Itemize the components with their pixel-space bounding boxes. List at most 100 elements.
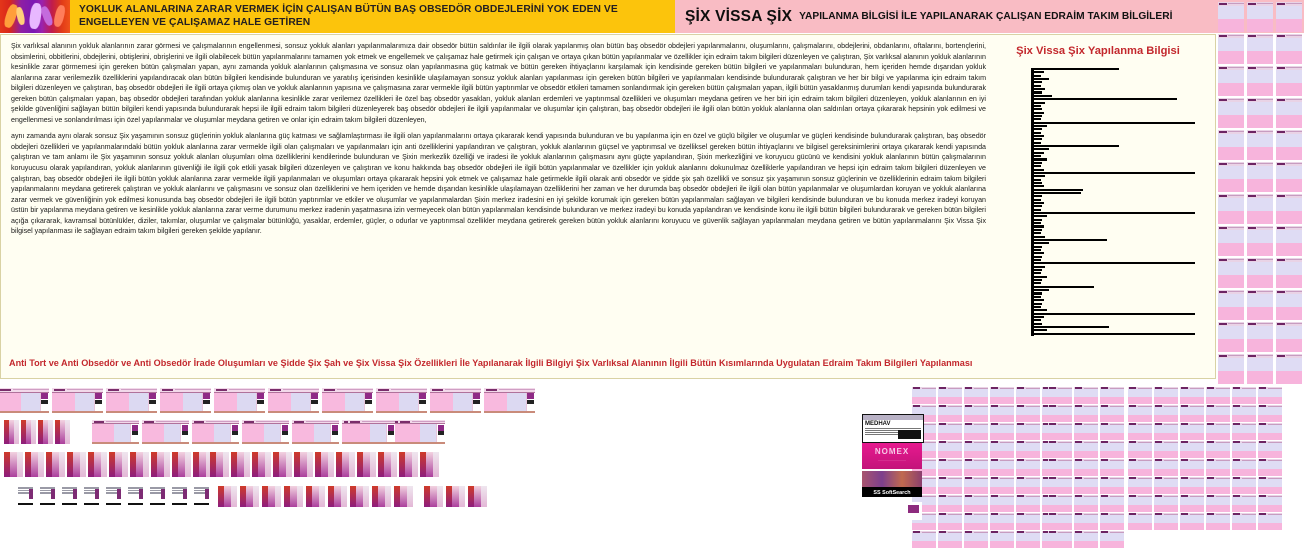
thumbnail-tile-right[interactable] xyxy=(1247,258,1273,288)
thumbnail-tile-bottom[interactable] xyxy=(284,486,303,507)
thumbnail-tile-bottom-right[interactable] xyxy=(964,531,988,548)
thumbnail-tile-bottom-right[interactable] xyxy=(990,513,1014,530)
thumbnail-tile-bottom[interactable] xyxy=(4,420,19,444)
thumbnail-tile-bottom-right[interactable] xyxy=(1154,459,1178,476)
thumbnail-tile-bottom[interactable] xyxy=(151,452,170,477)
thumbnail-tile-bottom-right[interactable] xyxy=(1100,477,1124,494)
thumbnail-tile-bottom[interactable] xyxy=(192,420,239,444)
thumbnail-tile-bottom[interactable] xyxy=(92,420,139,444)
thumbnail-tile-right[interactable] xyxy=(1247,322,1273,352)
thumbnail-tile-bottom-right[interactable] xyxy=(1100,387,1124,404)
card-doc[interactable] xyxy=(880,502,922,520)
thumbnail-tile-right[interactable] xyxy=(1218,130,1244,160)
thumbnail-tile-bottom-right[interactable] xyxy=(1074,441,1098,458)
thumbnail-tile-bottom[interactable] xyxy=(210,452,229,477)
thumbnail-tile-bottom-right[interactable] xyxy=(1180,513,1204,530)
thumbnail-tile-right[interactable] xyxy=(1276,130,1302,160)
thumbnail-tile-bottom-right[interactable] xyxy=(964,441,988,458)
thumbnail-tile-bottom-right[interactable] xyxy=(1016,423,1040,440)
thumbnail-tile-right[interactable] xyxy=(1218,322,1244,352)
thumbnail-tile-bottom[interactable] xyxy=(315,452,334,477)
thumbnail-tile-bottom-right[interactable] xyxy=(1016,477,1040,494)
thumbnail-tile-bottom[interactable] xyxy=(25,452,44,477)
thumbnail-tile-bottom-right[interactable] xyxy=(1154,405,1178,422)
thumbnail-tile-right[interactable] xyxy=(1218,354,1244,384)
thumbnail-tile-bottom-right[interactable] xyxy=(938,405,962,422)
thumbnail-tile-bottom[interactable] xyxy=(394,486,413,507)
card-nomex[interactable]: NOMEX ............................ xyxy=(862,443,922,469)
thumbnail-tile-right[interactable] xyxy=(1276,34,1302,64)
thumbnail-tile-bottom-right[interactable] xyxy=(1074,531,1098,548)
thumbnail-tile-bottom-right[interactable] xyxy=(938,459,962,476)
thumbnail-tile-right[interactable] xyxy=(1247,130,1273,160)
thumbnail-tile-right[interactable] xyxy=(1247,226,1273,256)
thumbnail-tile-bottom-right[interactable] xyxy=(1232,477,1256,494)
thumbnail-tile-right[interactable] xyxy=(1218,2,1244,32)
thumbnail-tile-bottom-right[interactable] xyxy=(1232,459,1256,476)
thumbnail-tile-bottom-right[interactable] xyxy=(964,387,988,404)
thumbnail-tile-bottom-right[interactable] xyxy=(912,387,936,404)
thumbnail-tile-bottom-right[interactable] xyxy=(938,513,962,530)
thumbnail-tile-bottom-right[interactable] xyxy=(1016,441,1040,458)
thumbnail-tile-bottom-right[interactable] xyxy=(990,459,1014,476)
thumbnail-tile-right[interactable] xyxy=(1218,258,1244,288)
thumbnail-tile-bottom-right[interactable] xyxy=(1206,387,1230,404)
thumbnail-tile-bottom-right[interactable] xyxy=(1100,459,1124,476)
thumbnail-tile-bottom-right[interactable] xyxy=(1128,405,1152,422)
thumbnail-tile-bottom-right[interactable] xyxy=(990,531,1014,548)
thumbnail-tile-bottom-right[interactable] xyxy=(1048,459,1072,476)
thumbnail-tile-bottom-right[interactable] xyxy=(938,423,962,440)
thumbnail-tile-bottom-right[interactable] xyxy=(1154,513,1178,530)
thumbnail-tile-bottom-right[interactable] xyxy=(990,441,1014,458)
thumbnail-tile-bottom[interactable] xyxy=(420,452,439,477)
thumbnail-tile-bottom-right[interactable] xyxy=(1048,531,1072,548)
thumbnail-tile-bottom-right[interactable] xyxy=(1206,423,1230,440)
thumbnail-tile-bottom[interactable] xyxy=(218,486,237,507)
thumbnail-tile-bottom[interactable] xyxy=(252,452,271,477)
thumbnail-tile-bottom[interactable] xyxy=(126,486,145,507)
thumbnail-tile-bottom-right[interactable] xyxy=(990,387,1014,404)
thumbnail-tile-bottom-right[interactable] xyxy=(1074,477,1098,494)
thumbnail-tile-bottom-right[interactable] xyxy=(1206,405,1230,422)
thumbnail-tile-bottom[interactable] xyxy=(328,486,347,507)
thumbnail-tile-bottom-right[interactable] xyxy=(964,405,988,422)
thumbnail-tile-bottom[interactable] xyxy=(294,452,313,477)
thumbnail-tile-bottom-right[interactable] xyxy=(1180,477,1204,494)
thumbnail-tile-bottom[interactable] xyxy=(350,486,369,507)
thumbnail-tile-bottom-right[interactable] xyxy=(1232,405,1256,422)
thumbnail-tile-bottom[interactable] xyxy=(46,452,65,477)
thumbnail-tile-bottom[interactable] xyxy=(52,388,103,413)
thumbnail-tile-right[interactable] xyxy=(1247,162,1273,192)
thumbnail-tile-bottom-right[interactable] xyxy=(1016,531,1040,548)
thumbnail-tile-bottom[interactable] xyxy=(0,388,49,413)
thumbnail-tile-bottom-right[interactable] xyxy=(1180,495,1204,512)
thumbnail-tile-bottom-right[interactable] xyxy=(1128,513,1152,530)
thumbnail-tile-bottom-right[interactable] xyxy=(964,477,988,494)
thumbnail-tile-bottom-right[interactable] xyxy=(1180,459,1204,476)
thumbnail-tile-bottom-right[interactable] xyxy=(1074,495,1098,512)
thumbnail-tile-bottom[interactable] xyxy=(372,486,391,507)
thumbnail-tile-bottom[interactable] xyxy=(88,452,107,477)
thumbnail-tile-bottom-right[interactable] xyxy=(1074,387,1098,404)
thumbnail-tile-bottom-right[interactable] xyxy=(1100,441,1124,458)
thumbnail-tile-right[interactable] xyxy=(1276,354,1302,384)
thumbnail-tile-bottom-right[interactable] xyxy=(1232,495,1256,512)
thumbnail-tile-bottom-right[interactable] xyxy=(1048,423,1072,440)
thumbnail-tile-bottom[interactable] xyxy=(240,486,259,507)
thumbnail-tile-bottom-right[interactable] xyxy=(938,477,962,494)
thumbnail-tile-right[interactable] xyxy=(1218,98,1244,128)
thumbnail-tile-bottom-right[interactable] xyxy=(1016,513,1040,530)
thumbnail-tile-bottom[interactable] xyxy=(484,388,535,413)
thumbnail-tile-bottom-right[interactable] xyxy=(1048,441,1072,458)
thumbnail-tile-bottom-right[interactable] xyxy=(938,495,962,512)
thumbnail-tile-right[interactable] xyxy=(1276,194,1302,224)
thumbnail-tile-right[interactable] xyxy=(1247,290,1273,320)
thumbnail-tile-bottom-right[interactable] xyxy=(1258,387,1282,404)
thumbnail-tile-right[interactable] xyxy=(1247,66,1273,96)
thumbnail-tile-bottom-right[interactable] xyxy=(1206,441,1230,458)
thumbnail-tile-bottom-right[interactable] xyxy=(1048,405,1072,422)
thumbnail-tile-bottom-right[interactable] xyxy=(938,441,962,458)
thumbnail-tile-bottom[interactable] xyxy=(130,452,149,477)
thumbnail-tile-bottom-right[interactable] xyxy=(1232,423,1256,440)
thumbnail-tile-bottom-right[interactable] xyxy=(990,477,1014,494)
